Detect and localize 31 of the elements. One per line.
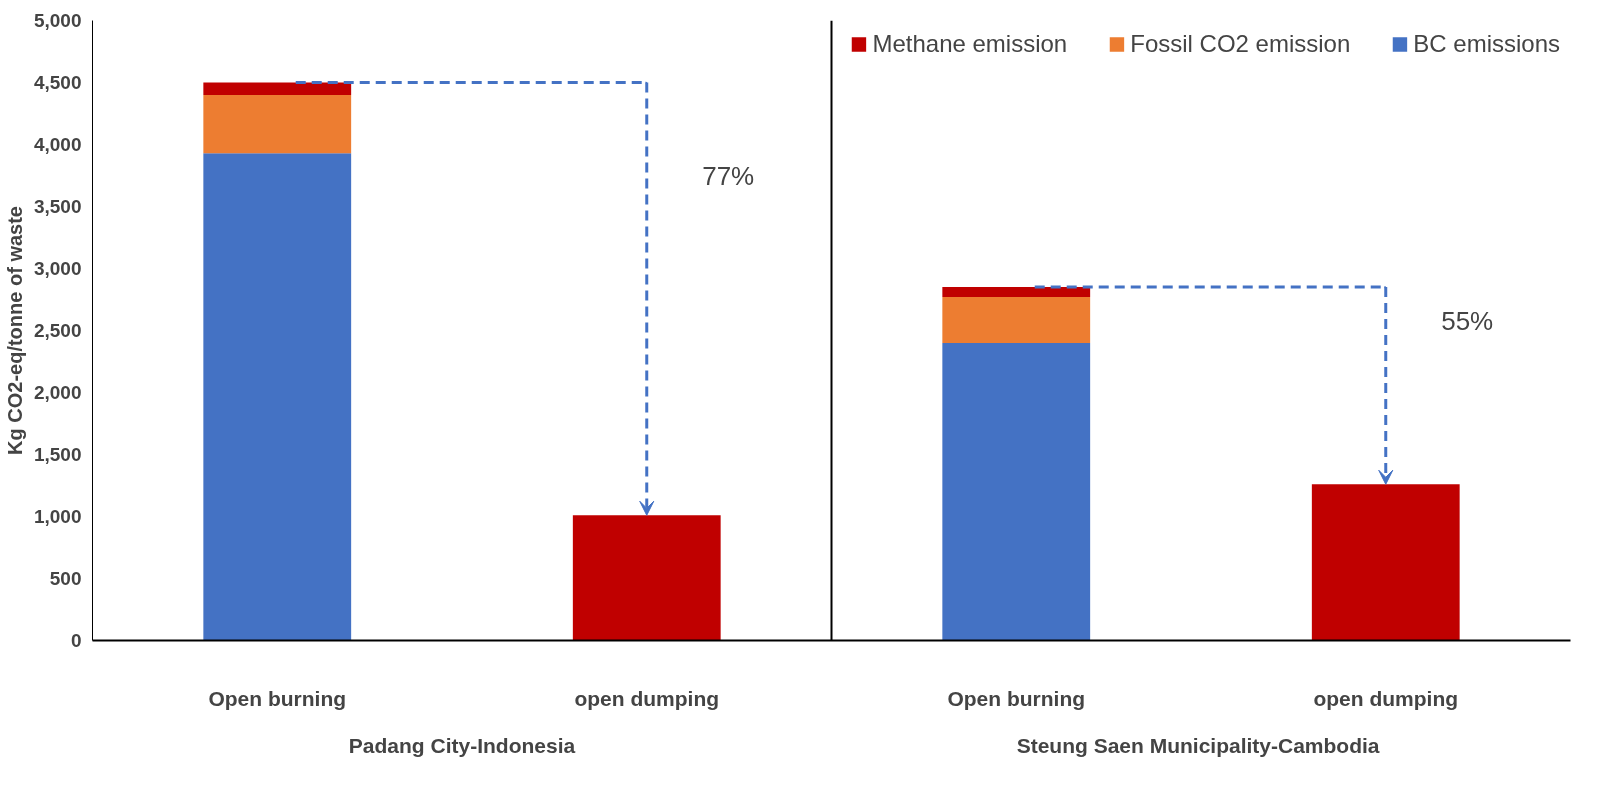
bar: [203, 82, 352, 95]
y-tick-label: 2,000: [33, 382, 82, 403]
y-tick-label: 5,000: [33, 10, 82, 31]
x-tick-label: Open burning: [208, 686, 347, 710]
bar: [1311, 484, 1460, 641]
x-tick-label: open dumping: [1313, 686, 1459, 710]
x-tick-label: Open burning: [947, 686, 1086, 710]
y-tick-label: 0: [70, 630, 82, 651]
y-tick-label: 2,500: [33, 320, 82, 341]
bar: [942, 287, 1091, 298]
y-tick-label: 4,000: [33, 134, 82, 155]
x-tick-label: open dumping: [574, 686, 720, 710]
annotation: 55%: [1441, 306, 1494, 337]
bar: [203, 153, 352, 641]
legend-label: Methane emission: [872, 30, 1068, 58]
bar: [942, 342, 1091, 641]
text: Padang City-Indonesia: [348, 733, 576, 757]
bar: [203, 94, 352, 154]
y-tick-label: 3,000: [33, 258, 82, 279]
y-tick-label: 1,000: [33, 506, 82, 527]
legend-label: Fossil CO2 emission: [1130, 30, 1351, 58]
legend-label: BC emissions: [1413, 30, 1560, 58]
y-tick-label: 4,500: [33, 72, 82, 93]
y-tick-label: 1,500: [33, 444, 82, 465]
y-tick-label: 3,500: [33, 196, 82, 217]
bar: [942, 297, 1091, 343]
annotation: 77%: [702, 160, 755, 191]
bar: [572, 515, 721, 641]
text: Steung Saen Municipality-Cambodia: [1016, 733, 1380, 757]
y-axis-title: Kg CO2-eq/tonne of waste: [3, 206, 26, 455]
y-tick-label: 500: [49, 568, 82, 589]
